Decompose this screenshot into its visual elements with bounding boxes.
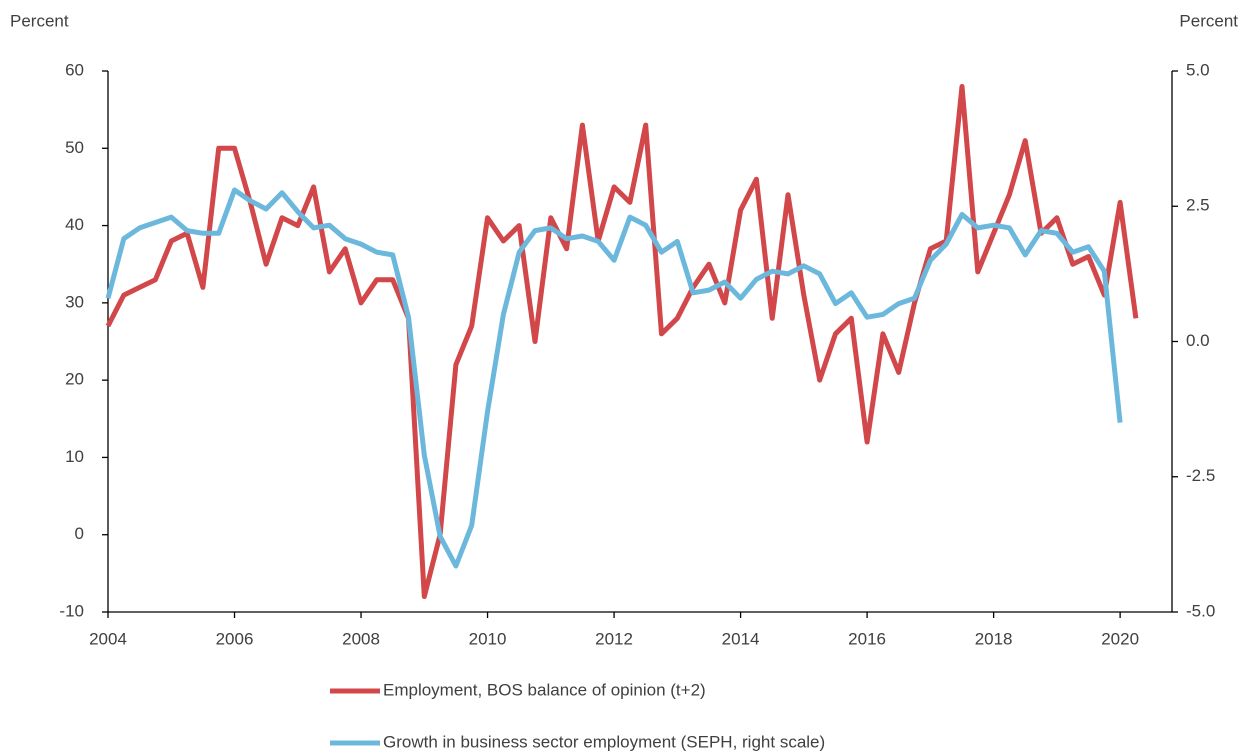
y-tick-label: 50 bbox=[65, 138, 84, 157]
x-tick-label: 2016 bbox=[848, 629, 886, 648]
x-tick-label: 2018 bbox=[975, 629, 1013, 648]
y-tick-label: 10 bbox=[65, 447, 84, 466]
y-tick-label: 40 bbox=[65, 215, 84, 234]
x-tick-label: 2020 bbox=[1101, 629, 1139, 648]
y2-tick-label: -2.5 bbox=[1186, 466, 1215, 485]
series-line bbox=[105, 187, 1123, 569]
x-tick-label: 2010 bbox=[469, 629, 507, 648]
y-axis-label: Percent bbox=[10, 11, 69, 30]
x-tick-label: 2006 bbox=[216, 629, 254, 648]
y-tick-label: 20 bbox=[65, 370, 84, 389]
x-tick-label: 2014 bbox=[722, 629, 760, 648]
y2-tick-label: 2.5 bbox=[1186, 196, 1210, 215]
x-tick-label: 2008 bbox=[342, 629, 380, 648]
x-tick-label: 2012 bbox=[595, 629, 633, 648]
y2-tick-label: 5.0 bbox=[1186, 60, 1210, 79]
y2-tick-label: 0.0 bbox=[1186, 331, 1210, 350]
x-tick-label: 2004 bbox=[89, 629, 127, 648]
y-tick-label: 30 bbox=[65, 292, 84, 311]
y2-tick-label: -5.0 bbox=[1186, 601, 1215, 620]
series-line bbox=[105, 84, 1139, 599]
legend-label: Growth in business sector employment (SE… bbox=[383, 732, 825, 751]
y-tick-label: -10 bbox=[59, 601, 84, 620]
y-tick-label: 0 bbox=[75, 524, 84, 543]
y-tick-label: 60 bbox=[65, 60, 84, 79]
y2-axis-label: Percent bbox=[1179, 11, 1238, 30]
legend-label: Employment, BOS balance of opinion (t+2) bbox=[383, 680, 706, 699]
